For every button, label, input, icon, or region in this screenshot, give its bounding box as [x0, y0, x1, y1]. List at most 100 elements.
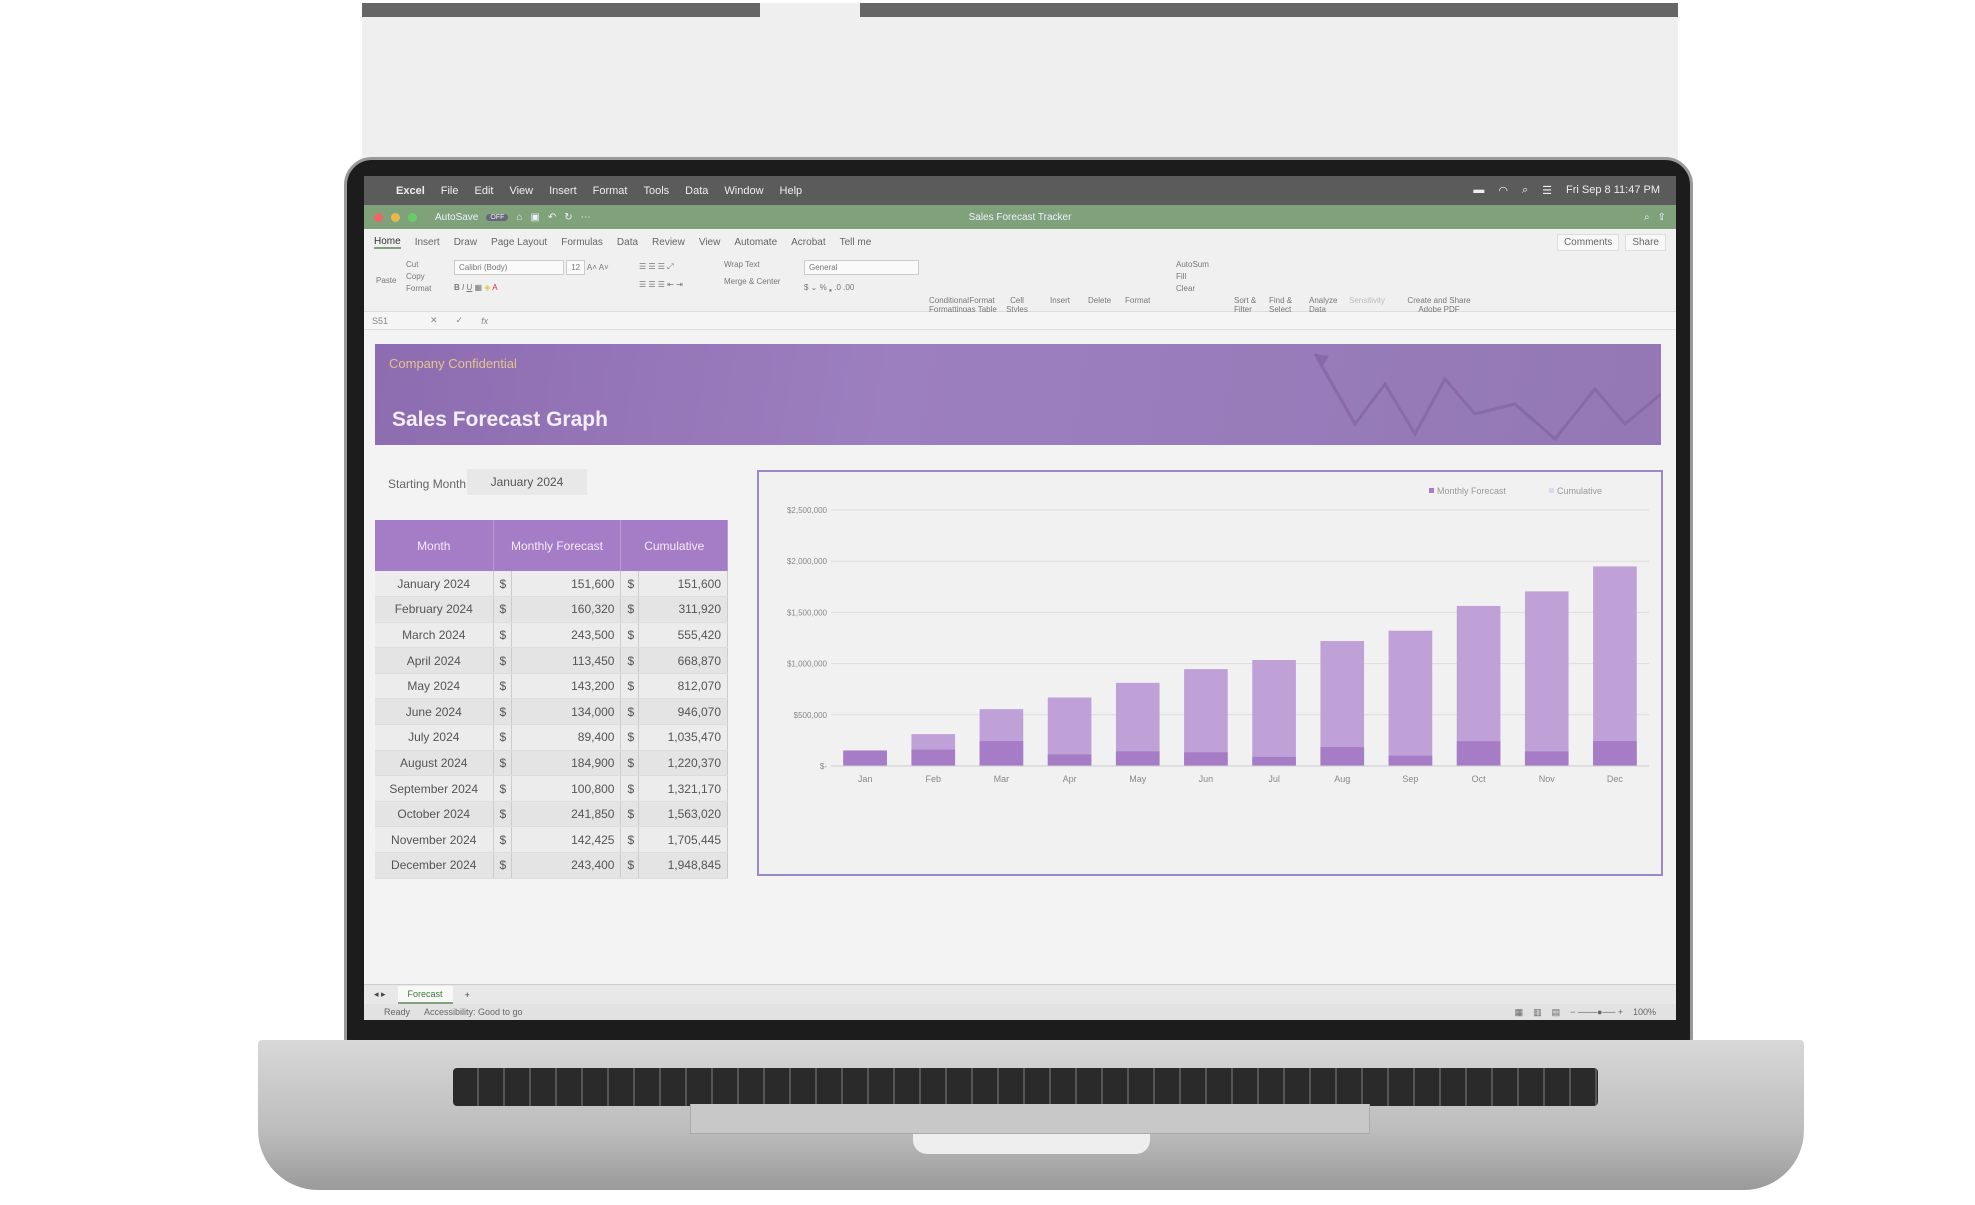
- analyze-data-button[interactable]: Analyze Data: [1309, 296, 1338, 314]
- bar-cumulative[interactable]: [1456, 605, 1501, 766]
- menu-data[interactable]: Data: [685, 184, 709, 197]
- cell-month[interactable]: June 2024: [375, 698, 494, 726]
- number-format-select[interactable]: General: [804, 260, 919, 275]
- cell-currency[interactable]: $: [620, 673, 640, 700]
- cell-month[interactable]: March 2024: [375, 622, 494, 649]
- cell-monthly[interactable]: 89,400: [511, 724, 622, 751]
- conditional-formatting-button[interactable]: Conditional Formatting: [929, 296, 970, 314]
- bar-monthly-forecast[interactable]: [1047, 754, 1092, 766]
- cell-currency[interactable]: $: [620, 698, 640, 726]
- cell-currency[interactable]: $: [493, 596, 512, 623]
- bar-monthly-forecast[interactable]: [1115, 751, 1160, 766]
- tab-automate[interactable]: Automate: [734, 236, 778, 248]
- zoom-slider[interactable]: − ───●── +: [1570, 1007, 1623, 1017]
- save-icon[interactable]: ▣: [530, 211, 540, 223]
- bar-monthly-forecast[interactable]: [1252, 756, 1296, 766]
- normal-view-icon[interactable]: ▦: [1514, 1006, 1524, 1017]
- cell-currency[interactable]: $: [620, 852, 640, 879]
- cell-monthly[interactable]: 151,600: [511, 571, 622, 598]
- copy-button[interactable]: Copy: [406, 272, 425, 281]
- bar-monthly-forecast[interactable]: [911, 749, 956, 766]
- battery-icon[interactable]: ▬: [1473, 184, 1485, 196]
- cell-month[interactable]: September 2024: [375, 775, 494, 802]
- menu-format[interactable]: Format: [592, 184, 628, 197]
- align-top-icons[interactable]: ☰ ☰ ☰ ⤢: [639, 262, 674, 271]
- cell-currency[interactable]: $: [620, 775, 640, 802]
- cell-currency[interactable]: $: [493, 724, 512, 751]
- cell-styles-button[interactable]: Cell Styles: [1006, 296, 1028, 314]
- share-icon[interactable]: ⇪: [1657, 211, 1666, 223]
- autosave-toggle[interactable]: OFF: [486, 213, 509, 221]
- cell-cumulative[interactable]: 946,070: [638, 698, 728, 726]
- bold-button[interactable]: B: [454, 283, 460, 292]
- fx-icon[interactable]: fx: [481, 315, 489, 326]
- tab-draw[interactable]: Draw: [453, 236, 478, 248]
- cell-currency[interactable]: $: [493, 571, 512, 598]
- font-size-select[interactable]: 12: [566, 260, 586, 275]
- cell-currency[interactable]: $: [493, 750, 512, 777]
- cell-monthly[interactable]: 143,200: [511, 673, 622, 700]
- italic-button[interactable]: I: [462, 283, 465, 292]
- tab-page-layout[interactable]: Page Layout: [491, 236, 548, 248]
- cell-cumulative[interactable]: 1,563,020: [638, 801, 728, 828]
- sort-filter-button[interactable]: Sort & Filter: [1234, 296, 1257, 314]
- cell-monthly[interactable]: 241,850: [511, 801, 622, 828]
- bar-monthly-forecast[interactable]: [1593, 741, 1637, 766]
- cell-monthly[interactable]: 134,000: [511, 698, 622, 726]
- cell-currency[interactable]: $: [620, 750, 640, 777]
- page-layout-view-icon[interactable]: ▥: [1533, 1006, 1542, 1017]
- shrink-font-icon[interactable]: A˅: [598, 263, 609, 272]
- cell-cumulative[interactable]: 1,220,370: [638, 750, 728, 777]
- sensitivity-button[interactable]: Sensitivity: [1349, 296, 1386, 305]
- font-color-icon[interactable]: A: [492, 283, 498, 292]
- cell-cumulative[interactable]: 1,705,445: [638, 826, 728, 854]
- bar-monthly-forecast[interactable]: [1524, 751, 1569, 766]
- cell-monthly[interactable]: 243,500: [511, 622, 622, 649]
- bar-monthly-forecast[interactable]: [979, 741, 1024, 766]
- cell-currency[interactable]: $: [620, 596, 640, 623]
- menu-view[interactable]: View: [509, 184, 534, 197]
- bar-cumulative[interactable]: [1252, 659, 1296, 766]
- cell-month[interactable]: April 2024: [375, 647, 494, 674]
- search-icon[interactable]: ⌕: [1522, 184, 1529, 196]
- legend-monthly-forecast[interactable]: Monthly Forecast: [1437, 486, 1507, 496]
- forecast-chart[interactable]: $- $500,000 $1,000,000 $1,500,000 $2,000,000…: [757, 470, 1663, 876]
- format-painter-button[interactable]: Format: [406, 284, 432, 293]
- cell-currency[interactable]: $: [620, 647, 640, 674]
- align-left-icons[interactable]: ☰ ☰ ☰ ⇤ ⇥: [639, 280, 683, 289]
- accessibility-status[interactable]: Accessibility: Good to go: [424, 1007, 523, 1017]
- cell-currency[interactable]: $: [620, 622, 640, 649]
- cell-monthly[interactable]: 100,800: [511, 775, 622, 802]
- tab-home[interactable]: Home: [374, 235, 401, 249]
- share-button[interactable]: Share: [1625, 233, 1666, 251]
- name-box[interactable]: S51: [372, 315, 389, 326]
- undo-icon[interactable]: ↶: [547, 211, 557, 223]
- cell-monthly[interactable]: 160,320: [511, 596, 622, 623]
- cell-currency[interactable]: $: [493, 775, 512, 802]
- menu-tools[interactable]: Tools: [643, 184, 670, 197]
- control-center-icon[interactable]: ☰: [1542, 185, 1553, 197]
- menu-file[interactable]: File: [440, 184, 459, 197]
- cell-currency[interactable]: $: [620, 801, 640, 828]
- more-icon[interactable]: ⋯: [580, 211, 591, 223]
- cell-month[interactable]: February 2024: [375, 596, 494, 623]
- cell-currency[interactable]: $: [493, 673, 512, 700]
- cell-currency[interactable]: $: [493, 698, 512, 726]
- autosum-button[interactable]: AutoSum: [1176, 260, 1209, 269]
- bar-monthly-forecast[interactable]: [1456, 741, 1501, 766]
- cell-currency[interactable]: $: [493, 852, 512, 879]
- close-button[interactable]: [374, 212, 383, 222]
- tab-acrobat[interactable]: Acrobat: [791, 236, 826, 248]
- cell-month[interactable]: October 2024: [375, 801, 494, 828]
- search-icon[interactable]: ⌕: [1644, 211, 1650, 223]
- cell-currency[interactable]: $: [493, 801, 512, 828]
- grow-font-icon[interactable]: A˄: [586, 263, 597, 272]
- clock[interactable]: Fri Sep 8 11:47 PM: [1566, 184, 1660, 196]
- menu-help[interactable]: Help: [779, 184, 803, 197]
- cell-currency[interactable]: $: [620, 571, 640, 598]
- cut-button[interactable]: Cut: [406, 260, 419, 269]
- insert-cells-button[interactable]: Insert: [1050, 296, 1071, 305]
- paste-button[interactable]: Paste: [376, 276, 397, 285]
- cell-cumulative[interactable]: 1,948,845: [638, 852, 728, 879]
- cell-cumulative[interactable]: 668,870: [638, 647, 728, 674]
